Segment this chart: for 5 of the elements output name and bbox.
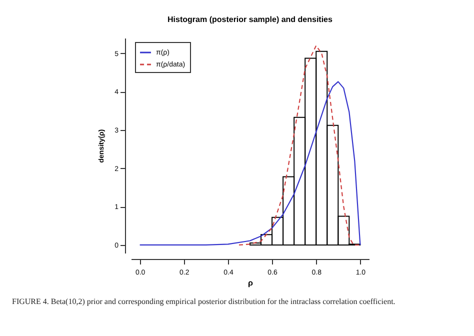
x-axis-title: ρ	[248, 278, 254, 288]
line-series	[139, 81, 361, 246]
line-series	[238, 45, 361, 246]
caption: FIGURE 4. Beta(10,2) prior and corresponding empirical posterior distribution for the intraclass correlation coefficient.	[12, 297, 396, 307]
chart-title: Histogram (posterior sample) and densities	[168, 15, 334, 24]
